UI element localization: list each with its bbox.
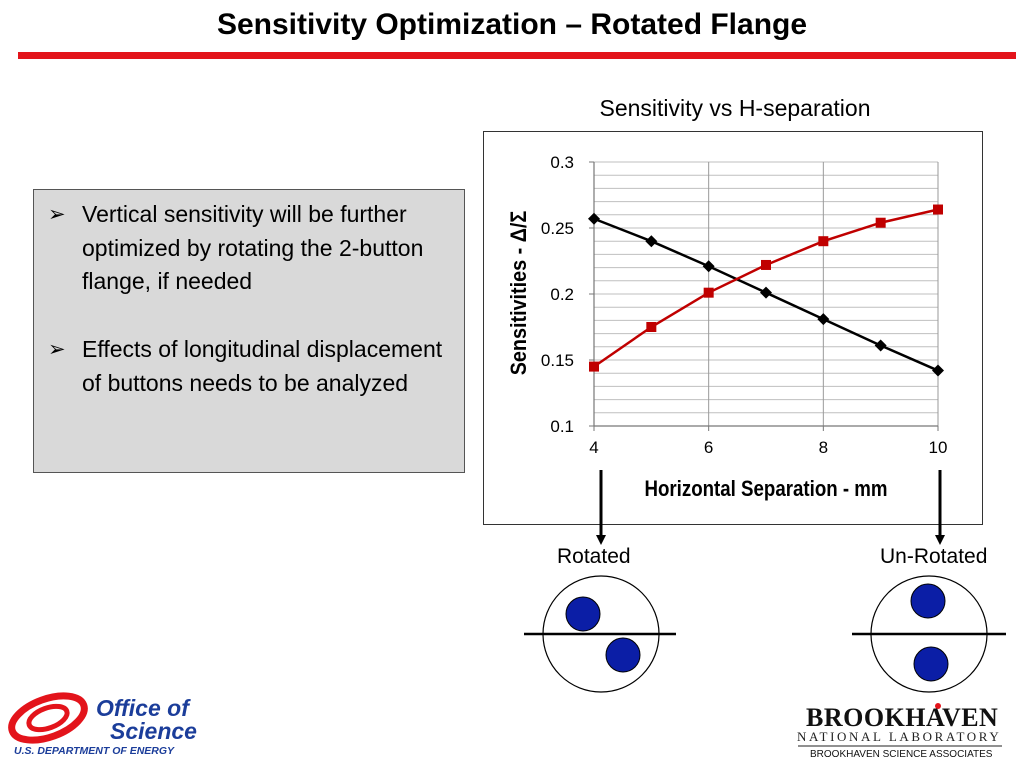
- unrotated-button-lower: [913, 646, 949, 682]
- bnl-sub-text: NATIONAL LABORATORY: [797, 729, 1002, 744]
- chart-title: Sensitivity vs H-separation: [599, 95, 871, 121]
- doe-office-line1: Office of: [96, 695, 189, 721]
- square-point: [875, 217, 886, 228]
- bullet-item: ➢ Effects of longitudinal displacement o…: [48, 333, 453, 400]
- brookhaven-logo: [798, 703, 1002, 747]
- office-of-science-logo: [8, 692, 88, 744]
- series-layer: [588, 204, 944, 377]
- x-tick-label: 8: [819, 438, 828, 457]
- bnl-dot-icon: [935, 703, 941, 709]
- doe-swirl-inner-icon: [26, 703, 70, 733]
- rotated-button-lower: [605, 637, 641, 673]
- y-axis-title: Sensitivities - Δ/Σ: [507, 211, 531, 376]
- x-tick-label: 6: [704, 438, 713, 457]
- x-axis-title: Horizontal Separation - mm: [644, 478, 887, 502]
- bnl-assoc-text: BROOKHAVEN SCIENCE ASSOCIATES: [810, 749, 993, 760]
- doe-swirl-icon: [8, 692, 88, 744]
- unrotated-label: Un-Rotated: [880, 545, 988, 568]
- square-point: [933, 204, 943, 215]
- square-point: [703, 287, 714, 298]
- title-rule: [18, 52, 1016, 59]
- x-tick-label: 4: [589, 438, 598, 457]
- doe-dept-text: U.S. DEPARTMENT OF ENERGY: [14, 745, 175, 757]
- diamond-point: [702, 260, 715, 273]
- y-tick-label: 0.1: [550, 417, 574, 436]
- square-point: [589, 361, 599, 372]
- square-point: [818, 236, 829, 247]
- diamond-point: [588, 212, 600, 225]
- unrotated-flange-diagram: [852, 575, 1006, 693]
- bullet-item: ➢ Vertical sensitivity will be further o…: [48, 198, 453, 299]
- y-tick-label: 0.2: [550, 285, 574, 304]
- slide-title: Sensitivity Optimization – Rotated Flang…: [216, 8, 808, 41]
- callout-arrows: [596, 470, 945, 545]
- square-point: [646, 322, 657, 332]
- bullet-text: Effects of longitudinal displacement of …: [82, 336, 443, 396]
- unrotated-button-upper: [910, 583, 946, 619]
- diamond-point: [817, 313, 830, 326]
- diamond-point: [760, 286, 772, 299]
- bullet-text: Vertical sensitivity will be further opt…: [82, 201, 424, 294]
- x-tick-label: 10: [929, 438, 948, 457]
- bullet-arrow-icon: ➢: [48, 338, 66, 361]
- y-tick-label: 0.3: [550, 153, 574, 172]
- chart-frame: [483, 131, 983, 525]
- axis-layer: 0.3 0.25 0.2 0.15 0.1 4 6 8 10: [541, 153, 948, 457]
- y-tick-label: 0.15: [541, 351, 574, 370]
- bullet-arrow-icon: ➢: [48, 203, 66, 226]
- bullet-box: ➢ Vertical sensitivity will be further o…: [33, 189, 465, 473]
- square-point: [761, 259, 771, 270]
- diamond-point: [932, 364, 944, 377]
- rotated-flange-diagram: [524, 575, 676, 693]
- doe-office-line2: Science: [110, 718, 197, 744]
- diamond-point: [874, 339, 887, 352]
- rotated-button-upper: [565, 596, 601, 632]
- y-tick-label: 0.25: [541, 219, 574, 238]
- diamond-point: [645, 235, 658, 248]
- rotated-label: Rotated: [557, 545, 631, 568]
- bnl-name-text: BROOKHAVEN: [806, 703, 999, 732]
